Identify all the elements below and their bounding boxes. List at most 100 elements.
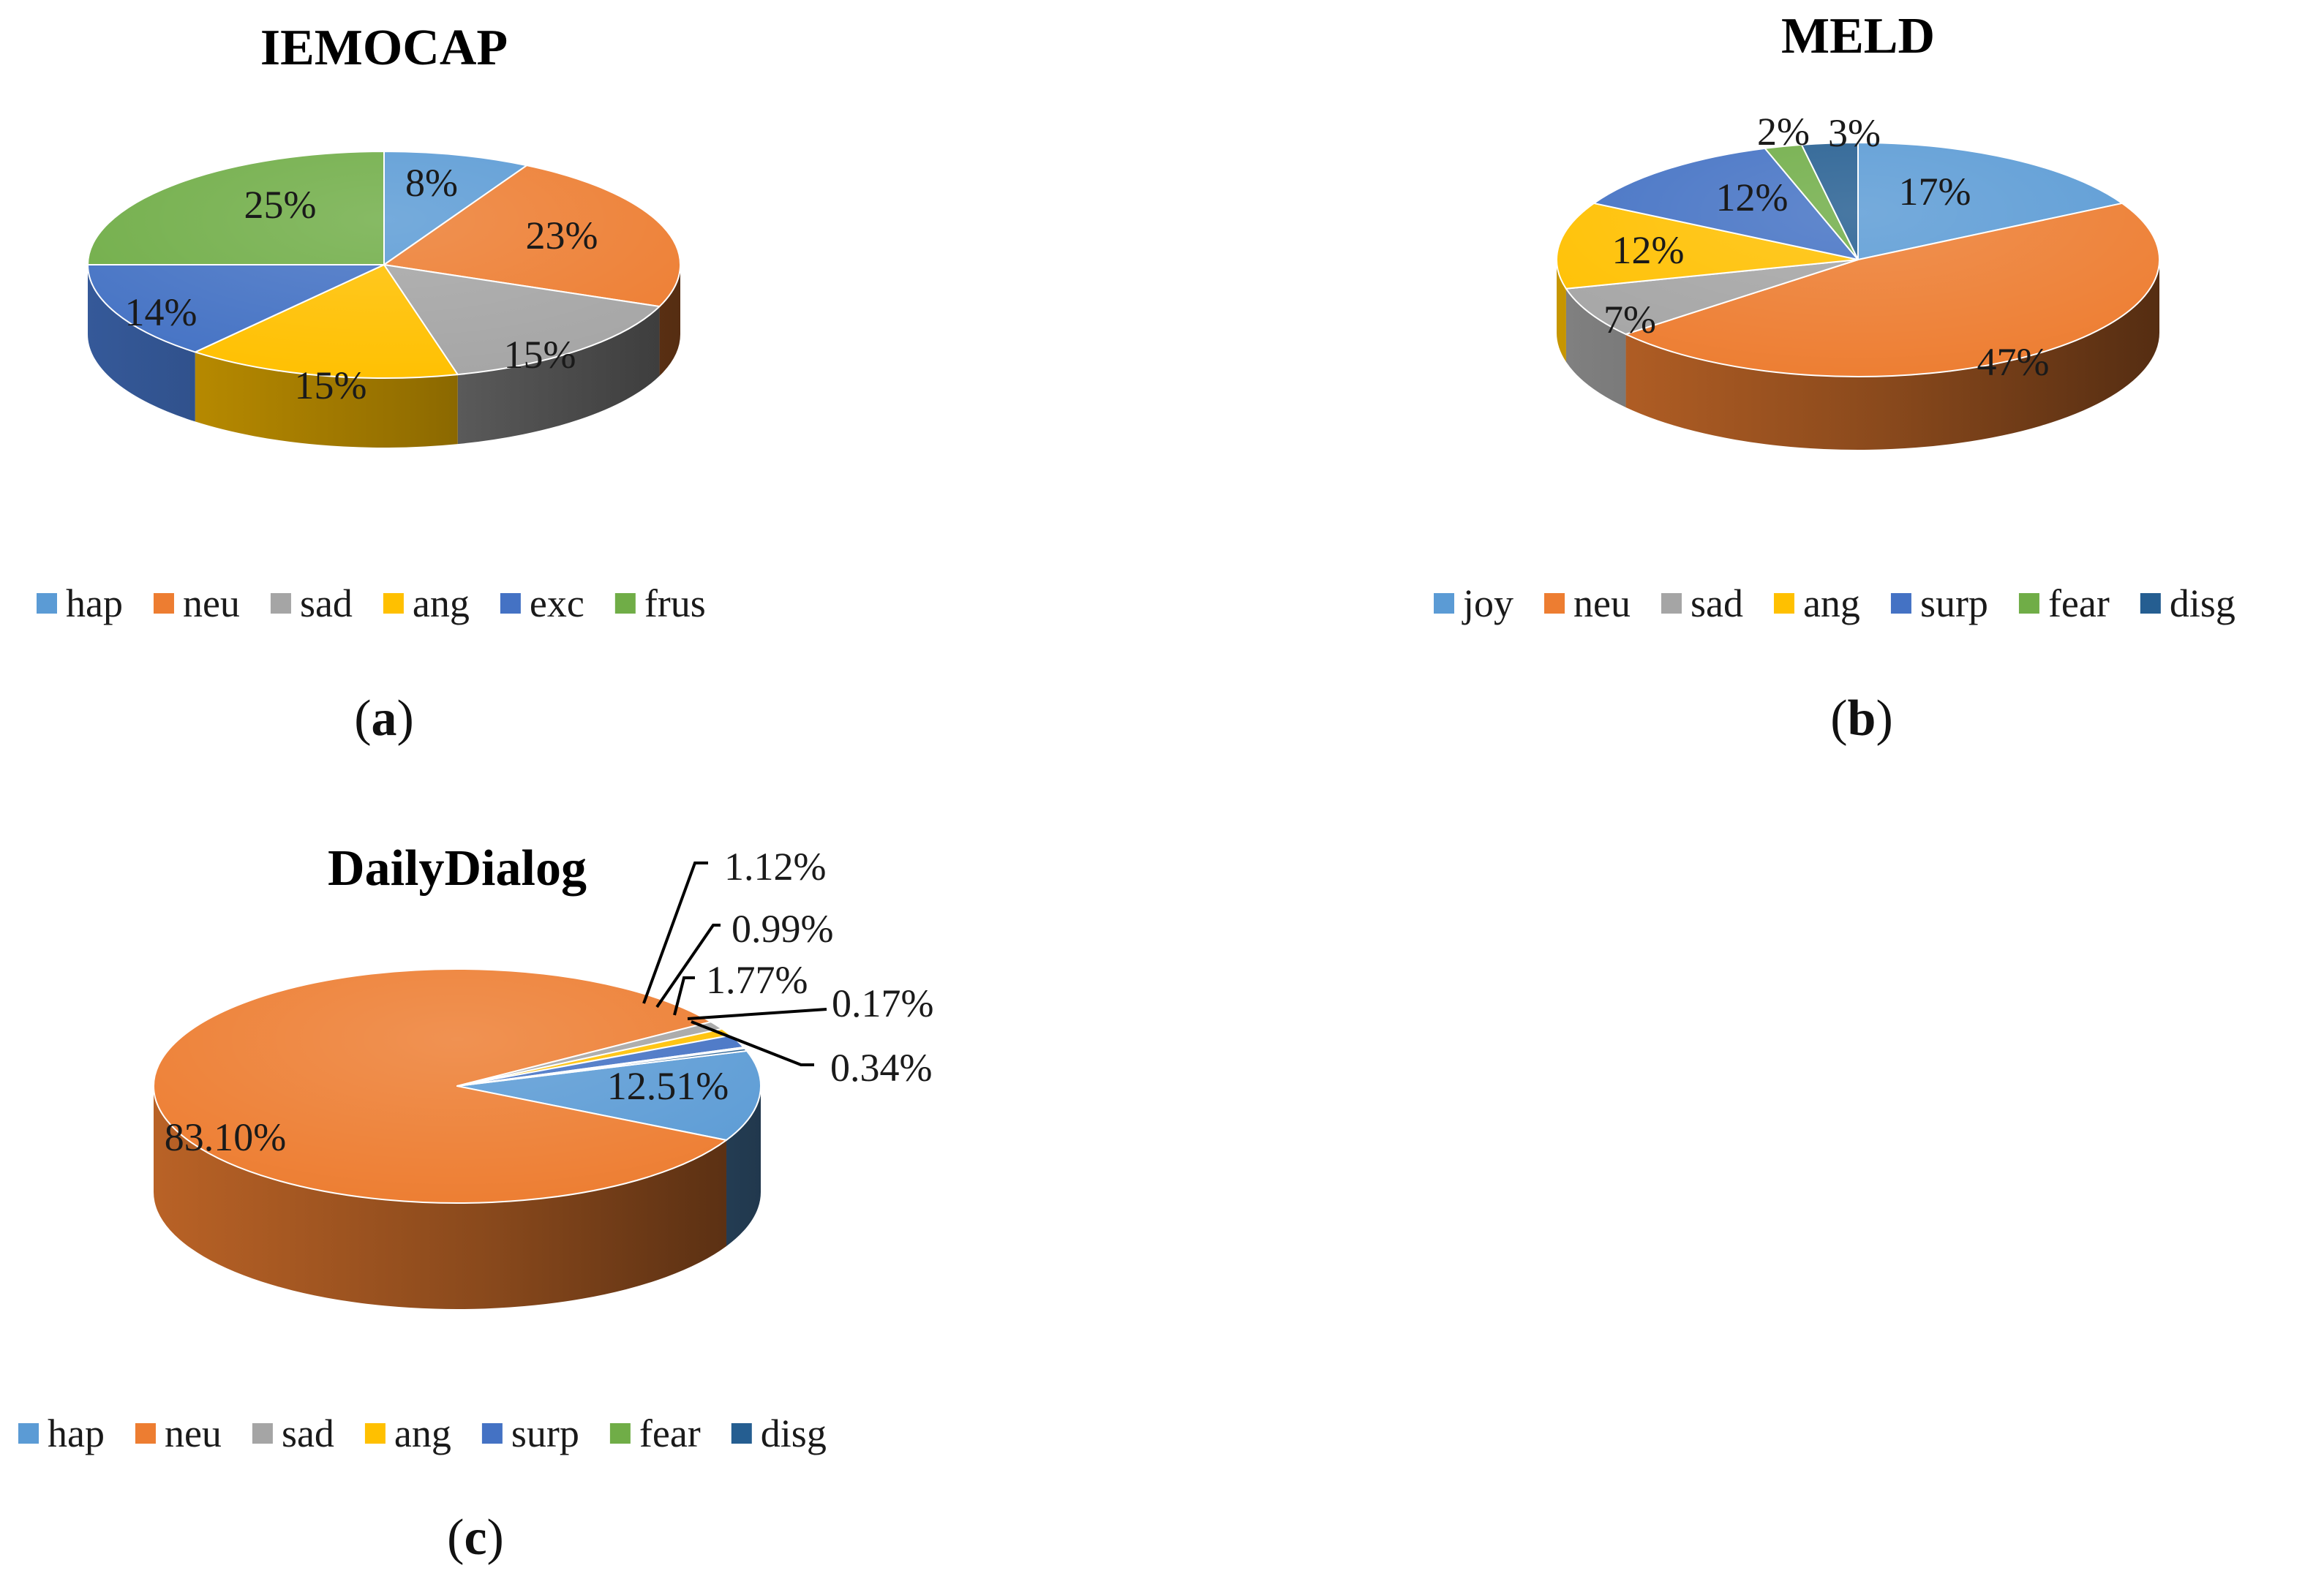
- legend-label-fear: fear: [639, 1411, 701, 1455]
- legend-swatch-fear: [609, 1423, 631, 1444]
- data-label-sad: 7%: [1603, 298, 1656, 342]
- legend-dailydialog: hap neu sad ang surp fear disg: [18, 1411, 827, 1455]
- legend-item-hap[interactable]: hap: [37, 581, 123, 625]
- legend-item-disg[interactable]: disg: [2140, 581, 2235, 625]
- legend-swatch-disg: [731, 1423, 752, 1444]
- legend-swatch-hap: [18, 1423, 39, 1444]
- pie-wall-neu: [1625, 260, 2159, 451]
- legend-swatch-neu: [1544, 593, 1565, 614]
- caption-a: (a): [354, 690, 414, 747]
- legend-swatch-sad: [1661, 593, 1682, 614]
- caption-b: (b): [1830, 690, 1893, 747]
- legend-swatch-neu: [153, 593, 174, 614]
- legend-item-frus[interactable]: frus: [614, 581, 706, 625]
- data-label-neu: 23%: [526, 214, 598, 257]
- chart-title-dailydialog: DailyDialog: [328, 840, 587, 897]
- legend-swatch-exc: [500, 593, 521, 614]
- pie-iemocap: 8% 23% 15% 15% 14% 25%: [87, 151, 681, 448]
- legend-swatch-ang: [1773, 593, 1794, 614]
- chart-meld: MELD 17% 47% 7% 12% 12% 2% 3% joy neu sad ang surp…: [1434, 8, 2235, 747]
- legend-swatch-frus: [614, 593, 636, 614]
- data-label-ang: 0.99%: [732, 907, 833, 951]
- data-label-surp: 1.77%: [706, 958, 808, 1002]
- legend-item-fear[interactable]: fear: [609, 1411, 701, 1455]
- data-label-disg: 3%: [1828, 111, 1881, 155]
- data-label-joy: 17%: [1899, 170, 1971, 214]
- pie-meld: 17% 47% 7% 12% 12% 2% 3%: [1556, 110, 2160, 451]
- data-label-ang: 15%: [295, 363, 367, 407]
- legend-label-ang: ang: [1803, 581, 1860, 625]
- data-label-hap: 12.51%: [607, 1064, 729, 1108]
- data-label-neu: 83.10%: [165, 1115, 286, 1159]
- data-label-fear: 2%: [1757, 110, 1810, 154]
- data-label-ang: 12%: [1612, 228, 1685, 272]
- legend-swatch-sad: [270, 593, 291, 614]
- legend-item-joy[interactable]: joy: [1434, 581, 1513, 625]
- chart-title-meld: MELD: [1781, 8, 1935, 64]
- legend-item-ang[interactable]: ang: [364, 1411, 451, 1455]
- legend-label-disg: disg: [2170, 581, 2235, 625]
- legend-item-ang[interactable]: ang: [383, 581, 470, 625]
- pie-dailydialog: 12.51% 83.10% 1.12% 0.99% 1.77% 0.17% 0.34%: [153, 845, 933, 1310]
- legend-label-neu: neu: [1573, 581, 1631, 625]
- legend-item-exc[interactable]: exc: [500, 581, 584, 625]
- data-label-disg: 0.34%: [830, 1046, 932, 1090]
- chart-iemocap: IEMOCAP 8% 23% 15% 15% 14% 25% hap neu sad ang ex…: [37, 20, 706, 747]
- legend-label-sad: sad: [1691, 581, 1743, 625]
- legend-label-joy: joy: [1462, 581, 1513, 625]
- legend-swatch-fear: [2018, 593, 2039, 614]
- data-label-sad: 1.12%: [724, 845, 826, 889]
- legend-meld: joy neu sad ang surp fear disg: [1434, 581, 2235, 625]
- chart-dailydialog: DailyDialog 12.51% 83.10% 1.12% 0.99% 1.77% 0…: [18, 840, 933, 1566]
- leader-line-sad: [642, 862, 708, 1004]
- legend-label-hap: hap: [66, 581, 123, 625]
- legend-label-ang: ang: [413, 581, 470, 625]
- data-label-hap: 8%: [405, 161, 458, 205]
- legend-swatch-neu: [135, 1423, 156, 1444]
- pie-wall-neu: [154, 1086, 726, 1310]
- legend-item-sad[interactable]: sad: [270, 581, 353, 625]
- legend-swatch-surp: [1890, 593, 1911, 614]
- legend-label-surp: surp: [1920, 581, 1988, 625]
- legend-swatch-disg: [2140, 593, 2161, 614]
- legend-label-exc: exc: [530, 581, 584, 625]
- legend-label-sad: sad: [300, 581, 353, 625]
- legend-item-surp[interactable]: surp: [481, 1411, 579, 1455]
- chart-title-iemocap: IEMOCAP: [260, 20, 508, 76]
- legend-swatch-hap: [37, 593, 57, 614]
- legend-item-neu[interactable]: neu: [1544, 581, 1631, 625]
- leader-line-disg: [691, 1020, 814, 1066]
- legend-label-sad: sad: [282, 1411, 334, 1455]
- legend-swatch-sad: [252, 1423, 273, 1444]
- legend-label-neu: neu: [183, 581, 240, 625]
- legend-iemocap: hap neu sad ang exc frus: [37, 581, 706, 625]
- legend-item-neu[interactable]: neu: [153, 581, 240, 625]
- legend-swatch-joy: [1434, 593, 1454, 614]
- data-label-sad: 15%: [504, 333, 576, 377]
- legend-label-frus: frus: [644, 581, 706, 625]
- legend-item-ang[interactable]: ang: [1773, 581, 1860, 625]
- pie-slice-frus[interactable]: [87, 151, 385, 265]
- data-label-neu: 47%: [1977, 340, 2050, 384]
- legend-item-fear[interactable]: fear: [2018, 581, 2110, 625]
- legend-item-disg[interactable]: disg: [731, 1411, 827, 1455]
- legend-label-neu: neu: [165, 1411, 222, 1455]
- legend-swatch-surp: [481, 1423, 503, 1444]
- legend-item-sad[interactable]: sad: [1661, 581, 1743, 625]
- data-label-fear: 0.17%: [832, 981, 933, 1025]
- legend-item-neu[interactable]: neu: [135, 1411, 222, 1455]
- legend-swatch-ang: [383, 593, 404, 614]
- legend-item-hap[interactable]: hap: [18, 1411, 105, 1455]
- legend-label-hap: hap: [48, 1411, 105, 1455]
- legend-item-surp[interactable]: surp: [1890, 581, 1988, 625]
- data-label-surp: 12%: [1716, 176, 1789, 219]
- legend-label-surp: surp: [511, 1411, 579, 1455]
- leader-line-fear: [687, 1008, 827, 1020]
- legend-item-sad[interactable]: sad: [252, 1411, 334, 1455]
- legend-label-disg: disg: [761, 1411, 827, 1455]
- caption-c: (c): [447, 1509, 504, 1566]
- data-label-exc: 14%: [125, 290, 198, 334]
- leader-line-surp: [673, 976, 695, 1016]
- legend-swatch-ang: [364, 1423, 386, 1444]
- leader-line-ang: [655, 924, 721, 1009]
